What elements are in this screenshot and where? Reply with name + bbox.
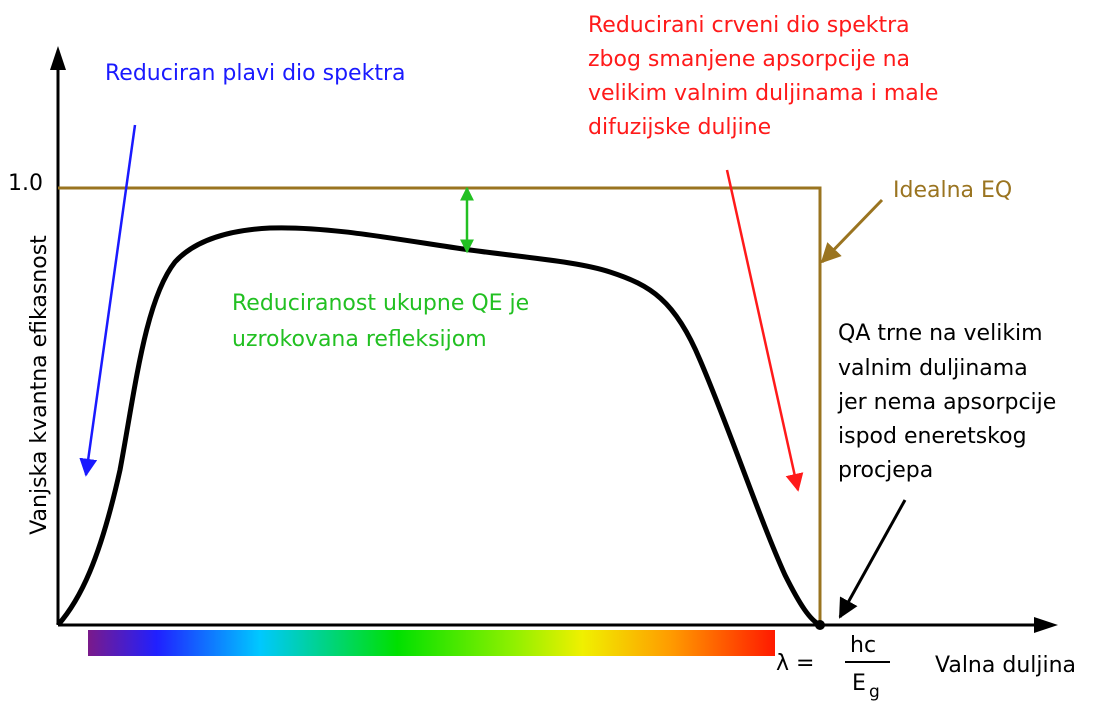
x-axis-label: Valna duljina	[935, 653, 1076, 678]
annotation-line: uzrokovana refleksijom	[232, 327, 487, 352]
annotation-line: zbog smanjene apsorpcije na	[588, 47, 910, 72]
ideal-annotation: Idealna EQ	[893, 178, 1012, 203]
x-axis-arrow	[1034, 617, 1058, 633]
annotation-line: ispod eneretskog	[838, 424, 1027, 449]
formula-numerator: hc	[850, 633, 876, 658]
annotation-line: jer nema apsorpcije	[837, 390, 1056, 415]
spectrum-bar	[88, 630, 775, 656]
formula-subscript: g	[869, 682, 880, 701]
ideal-arrow	[820, 198, 884, 264]
y-tick-label: 1.0	[8, 171, 43, 196]
formula-denominator: E	[852, 671, 866, 696]
annotation-line: Reducirani crveni dio spektra	[588, 13, 910, 38]
annotation-line: procjepa	[838, 458, 933, 483]
annotation-line: difuzijske duljine	[588, 115, 771, 140]
green-annotation: Reduciranost ukupne QE je uzrokovana ref…	[232, 291, 529, 352]
black-arrow	[838, 499, 907, 619]
red-annotation: Reducirani crveni dio spektra zbog smanj…	[588, 13, 938, 140]
annotation-line: velikim valnim duljinama i male	[588, 81, 938, 106]
blue-arrow	[79, 124, 137, 477]
y-axis-arrow	[50, 46, 66, 70]
black-annotation: QA trne na velikim valnim duljinama jer …	[837, 321, 1056, 483]
bandgap-point	[815, 620, 825, 630]
formula: λ = hc E g	[776, 633, 890, 701]
red-arrow	[725, 169, 804, 492]
y-axis-label: Vanjska kvantna efikasnost	[27, 235, 52, 535]
annotation-line: Reduciranost ukupne QE je	[232, 291, 529, 316]
annotation-line: QA trne na velikim	[838, 321, 1043, 346]
qe-curve	[56, 225, 822, 628]
annotation-line: valnim duljinama	[838, 356, 1028, 381]
ideal-qe-line	[58, 186, 822, 625]
blue-annotation: Reduciran plavi dio spektra	[105, 61, 405, 86]
formula-lhs: λ =	[776, 651, 814, 676]
